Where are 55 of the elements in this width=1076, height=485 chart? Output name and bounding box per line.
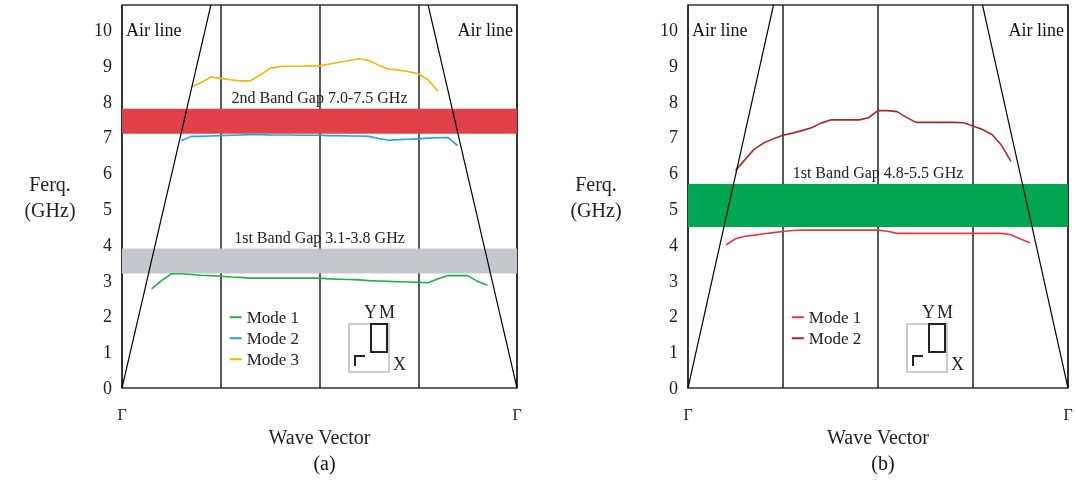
y-tick-label: 7 [669,127,678,148]
text: (b) [871,452,895,475]
y-tick-label: 7 [103,127,112,148]
annotation: Air line [1008,20,1064,40]
legend-label: Mode 2 [246,328,300,348]
x-tick-label: Γ [117,405,127,423]
y-axis-title: Ferq. (GHz) [570,172,622,222]
y-tick-label: 2 [669,306,678,327]
line-series [121,4,212,389]
line-series [687,4,775,389]
y-tick-label: 5 [669,199,678,220]
x-axis-title: Wave Vector [268,425,371,448]
annotation: Y [364,302,377,322]
y-tick-label: 0 [669,378,678,398]
annotation: X [393,354,406,374]
annotation: Air line [126,20,182,40]
y-tick-label: 3 [103,270,112,291]
line-series [981,4,1069,389]
y-tick-label: 5 [103,199,112,220]
annotation: Y [922,302,935,322]
annotation: M [937,302,954,322]
legend-label: Mode 2 [808,328,862,348]
y-tick-label: 9 [103,55,112,76]
x-tick-label: Γ [512,405,522,423]
y-tick-label: 4 [669,234,678,255]
line-series [190,57,439,93]
legend-label: Mode 3 [246,349,300,369]
y-tick-label: 6 [103,163,112,184]
y-tick-label: 10 [94,20,112,41]
y-tick-label: 8 [103,91,112,112]
line-series [427,4,518,389]
y-tick-label: 2 [103,306,112,327]
legend-label: Mode 1 [808,307,862,327]
x-tick-label: Γ [683,405,693,423]
line-series [180,133,459,147]
x-tick-label: Γ [1063,405,1073,423]
y-tick-label: 4 [103,234,112,255]
line-series [150,273,489,290]
y-tick-label: 10 [660,20,678,41]
annotation: Air line [692,20,748,40]
y-tick-label: 1 [669,342,678,363]
line-series [725,229,1031,246]
y-axis-title: Ferq. (GHz) [24,172,76,222]
annotation: Air line [457,20,513,40]
y-tick-label: 8 [669,91,678,112]
y-tick-label: 9 [669,55,678,76]
legend-label: Mode 1 [246,307,300,327]
annotation: X [951,354,964,374]
text: (a) [313,452,336,475]
y-tick-label: 6 [669,163,678,184]
annotation: M [379,302,396,322]
y-tick-label: 1 [103,342,112,363]
x-axis-title: Wave Vector [827,425,930,448]
y-tick-label: 0 [103,378,112,398]
y-tick-label: 3 [669,270,678,291]
